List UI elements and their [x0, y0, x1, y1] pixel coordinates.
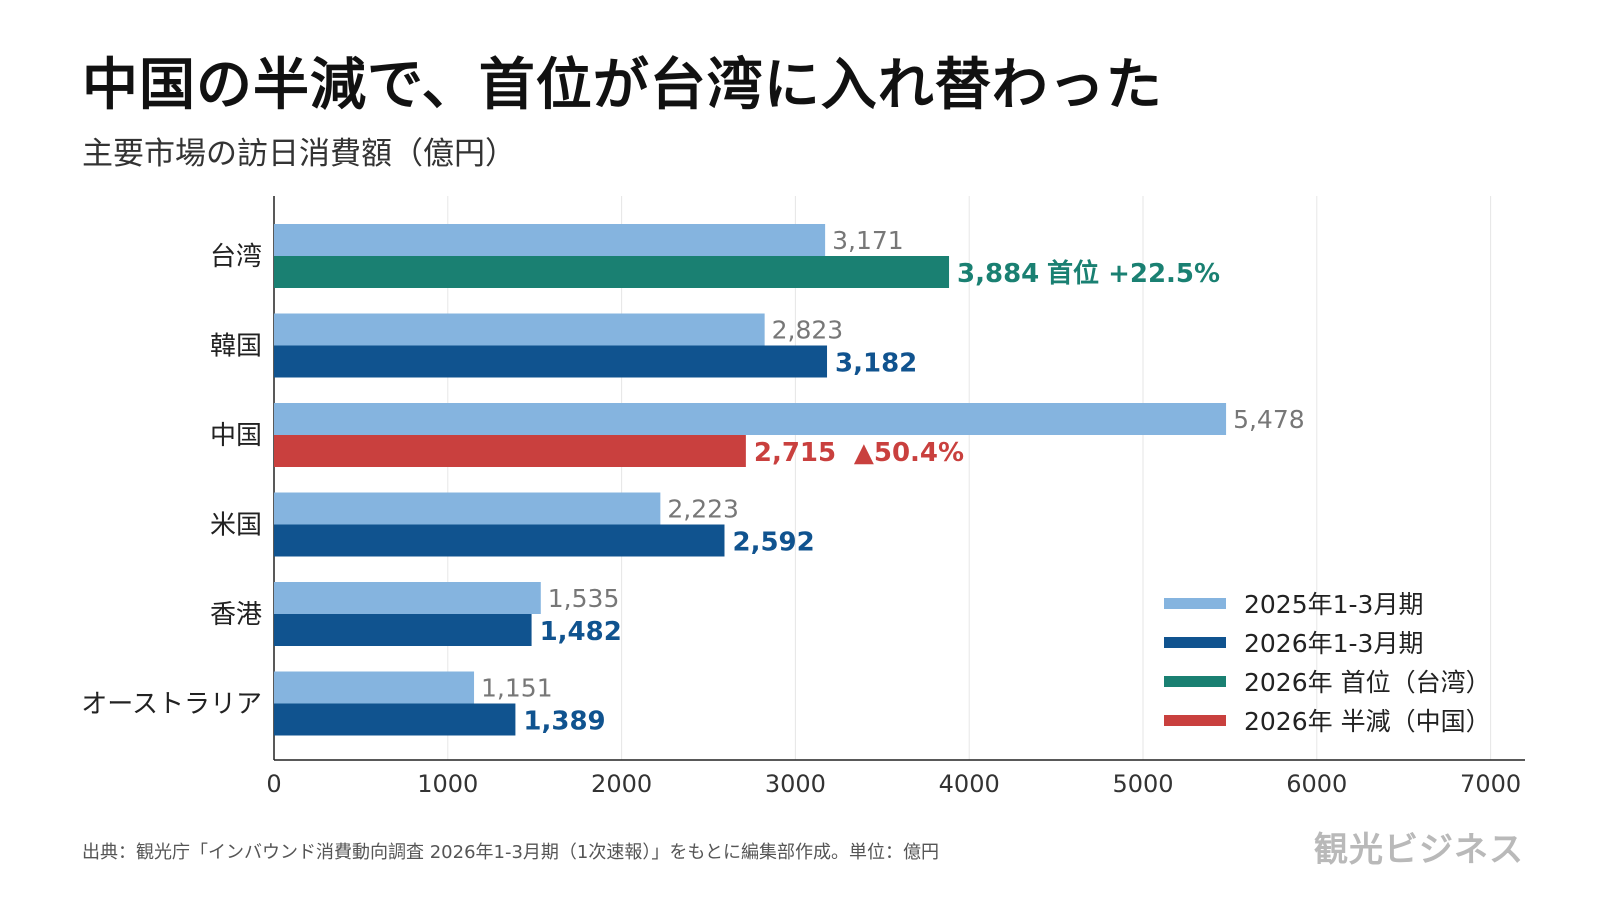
- brand-logo: 観光ビジネス: [1314, 830, 1524, 870]
- legend-label: 2026年 首位（台湾）: [1244, 668, 1491, 697]
- x-tick-label: 4000: [939, 770, 1000, 798]
- value-label-2026: 1,482: [540, 617, 622, 647]
- value-label-2025: 5,478: [1233, 405, 1305, 434]
- chart-title: 中国の半減で、首位が台湾に入れ替わった: [82, 53, 1163, 118]
- bar-2026: [274, 524, 725, 557]
- legend-label: 2026年 半減（中国）: [1244, 707, 1491, 736]
- bar-2025: [274, 224, 826, 256]
- bar-2025: [274, 492, 661, 525]
- legend-swatch: [1164, 637, 1226, 648]
- x-tick-label: 7000: [1460, 770, 1521, 798]
- legend-label: 2026年1-3月期: [1244, 629, 1423, 658]
- value-label-2025: 1,535: [548, 584, 620, 613]
- bar-2025: [274, 403, 1227, 435]
- x-tick-label: 2000: [591, 770, 652, 798]
- category-label: 台湾: [210, 242, 262, 272]
- bar-2026: [274, 614, 532, 646]
- value-label-2025: 3,171: [832, 226, 904, 255]
- bar-2026: [274, 345, 828, 378]
- legend-swatch: [1164, 598, 1226, 609]
- bar-annotation: ▲50.4%: [854, 438, 964, 468]
- legend-label: 2025年1-3月期: [1244, 590, 1423, 619]
- chart-subtitle: 主要市場の訪日消費額（億円）: [82, 136, 516, 172]
- x-tick-label: 3000: [765, 770, 826, 798]
- x-tick-label: 6000: [1286, 770, 1347, 798]
- value-label-2026: 2,715: [754, 438, 836, 468]
- bar-2025: [274, 313, 765, 346]
- category-label: 香港: [210, 600, 262, 630]
- category-label: オーストラリア: [81, 690, 262, 720]
- bar-2025: [274, 671, 475, 704]
- x-tick-label: 0: [266, 770, 281, 798]
- legend-swatch: [1164, 676, 1226, 687]
- x-tick-label: 1000: [417, 770, 478, 798]
- value-label-2025: 2,223: [667, 495, 739, 524]
- category-label: 韓国: [210, 332, 262, 362]
- bar-2026: [274, 256, 950, 288]
- value-label-2026: 3,182: [835, 349, 917, 379]
- value-label-2025: 2,823: [772, 316, 844, 345]
- value-label-2025: 1,151: [481, 674, 553, 703]
- x-tick-label: 5000: [1112, 770, 1173, 798]
- value-label-2026: 1,389: [523, 707, 605, 737]
- bar-2026: [274, 703, 516, 736]
- bar-2025: [274, 582, 541, 614]
- value-label-2026: 2,592: [732, 528, 814, 558]
- value-label-2026: 3,884: [957, 259, 1039, 289]
- source-note: 出典：観光庁「インバウンド消費動向調査 2026年1-3月期（1次速報）」をもと…: [82, 842, 940, 863]
- bar-2026: [274, 435, 746, 467]
- bar-annotation: 首位 +22.5%: [1047, 258, 1220, 289]
- legend-swatch: [1164, 715, 1226, 726]
- category-label: 中国: [210, 421, 262, 451]
- category-label: 米国: [210, 511, 262, 541]
